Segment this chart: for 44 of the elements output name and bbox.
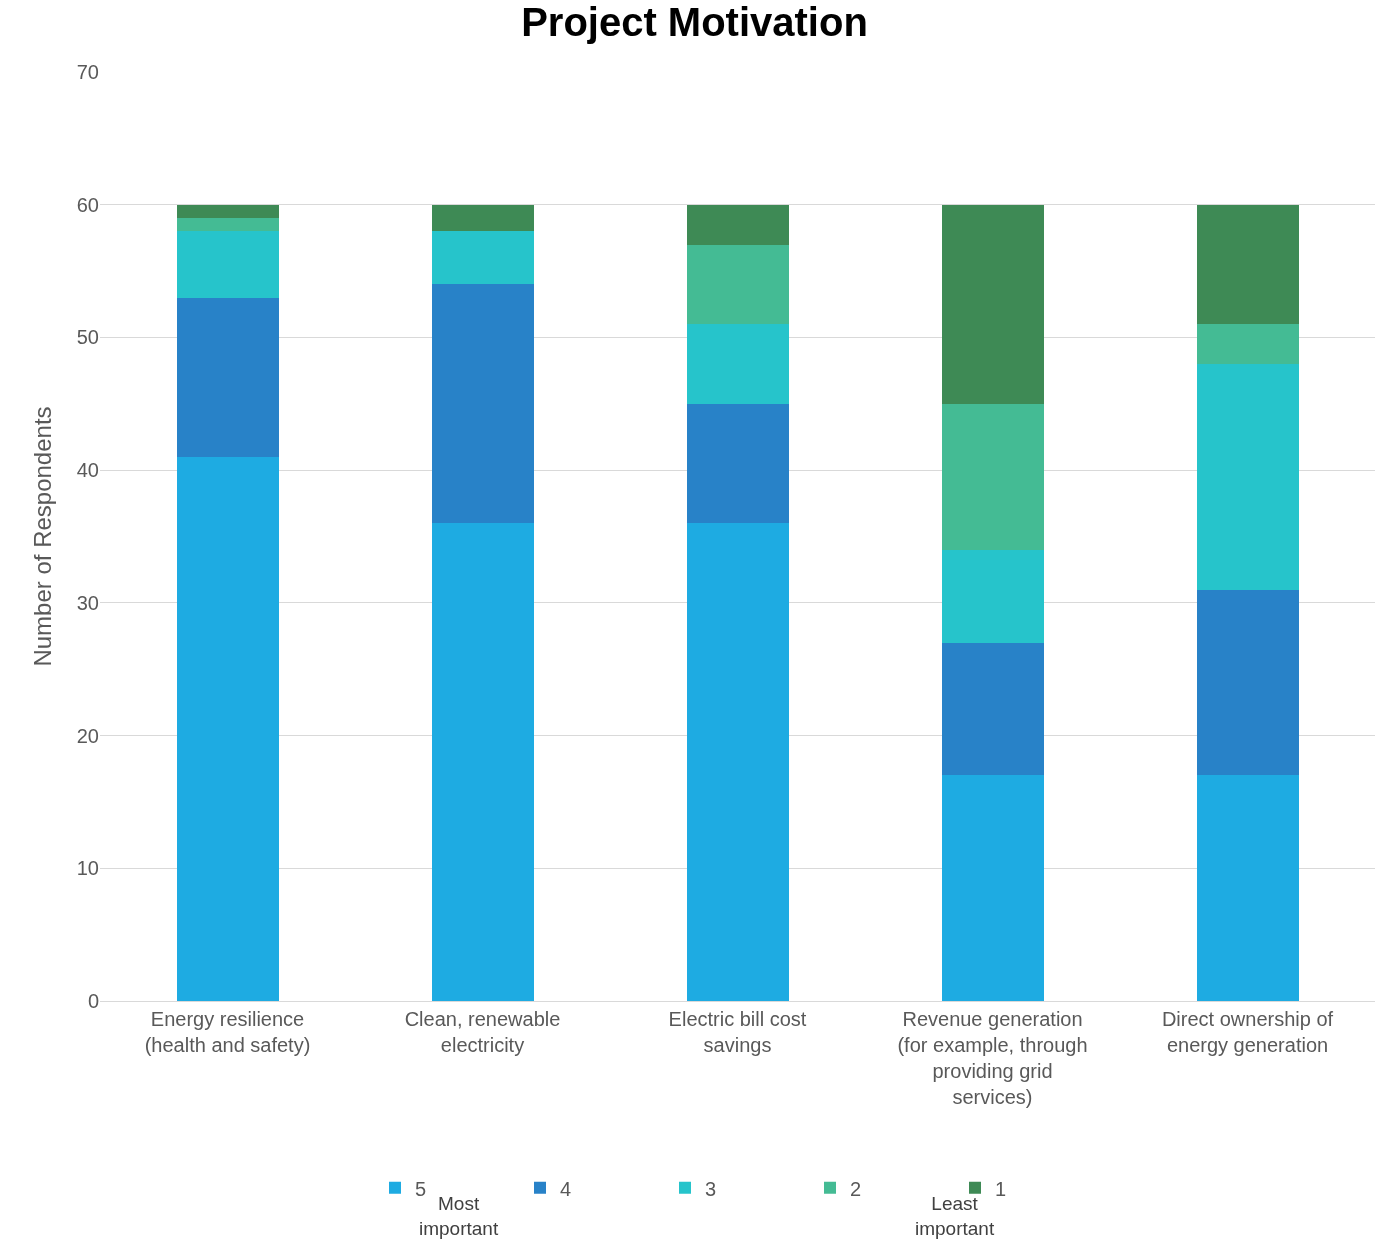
legend-label: 2 [850,1177,862,1200]
bar [176,297,279,457]
bar [176,231,279,298]
bar [941,775,1044,1001]
bar [431,231,534,285]
x-tick-label: Electric bill cost savings [668,1008,807,1056]
bar [686,324,789,404]
bar [686,523,789,1001]
y-tick-label: 30 [76,591,99,614]
bar [1196,775,1299,1001]
legend-label: 1 [995,1177,1007,1200]
bar [431,284,534,524]
x-tick-label: Direct ownership of energy generation [1161,1008,1334,1056]
legend-label: 3 [705,1177,717,1200]
y-axis-title: Number of Respondents [28,406,56,667]
bar [686,403,789,524]
x-tick-label: Revenue generation (for example, through providing grid services) [897,1008,1088,1108]
bar [431,204,534,232]
legend-label: 4 [560,1177,572,1200]
bar [941,549,1044,643]
bar [1196,204,1299,325]
x-tick-label: Clean, renewable electricity [404,1008,561,1056]
bar [941,204,1044,404]
y-tick-label: 10 [76,857,99,880]
bar [1196,363,1299,590]
bar [176,217,279,232]
chart-title: Project Motivation [521,0,868,44]
bar [1196,589,1299,776]
y-tick-label: 60 [76,193,99,216]
y-tick-label: 0 [87,990,99,1012]
text: Least important [915,1193,995,1239]
x-tick-label: Energy resilience (health and safety) [144,1008,311,1056]
bar [941,403,1044,550]
y-tick-label: 20 [76,724,99,747]
bar [176,204,279,218]
bar [686,204,789,245]
y-tick-label: 50 [76,326,99,349]
y-tick-label: 40 [76,459,99,482]
bar [431,523,534,1001]
bar [941,642,1044,776]
bar [1196,324,1299,364]
bar [686,244,789,325]
bar [176,456,279,1001]
y-tick-label: 70 [76,61,99,83]
